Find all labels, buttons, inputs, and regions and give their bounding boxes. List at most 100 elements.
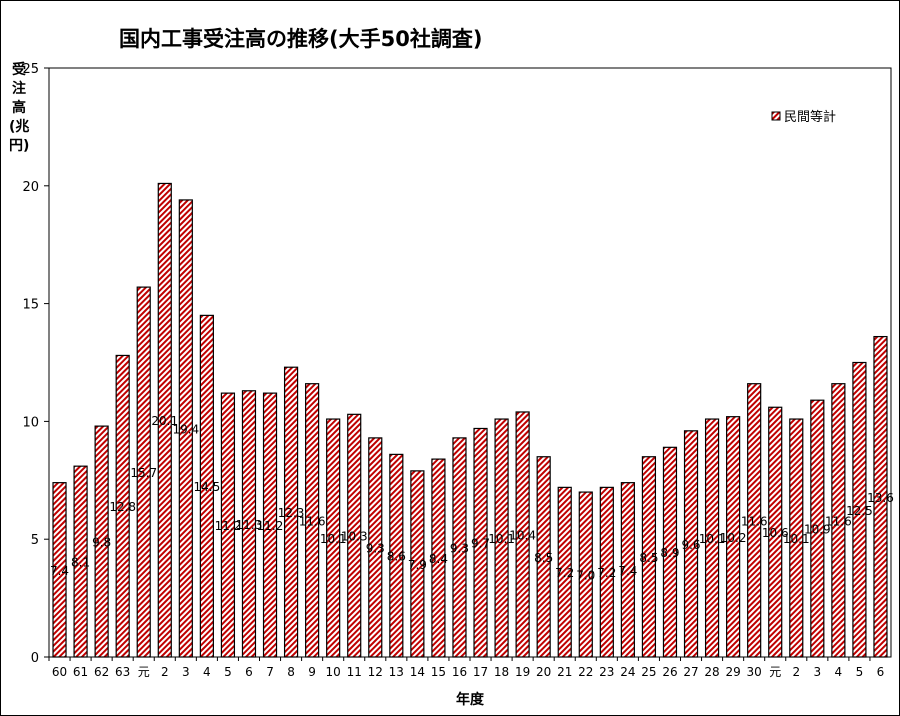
bar	[726, 416, 741, 658]
bar	[873, 335, 888, 658]
x-tick-label: 26	[662, 665, 677, 679]
x-tick-label: 27	[683, 665, 698, 679]
y-tick-label: 20	[22, 180, 39, 195]
y-axis-label: 受注高(兆円)	[9, 62, 30, 154]
y-tick-label: 10	[22, 415, 39, 430]
chart-title: 国内工事受注高の推移(大手50社調査)	[119, 27, 483, 51]
x-tick-label: 3	[814, 665, 822, 679]
data-label: 8.5	[639, 551, 658, 565]
x-tick-label: 22	[578, 665, 593, 679]
data-label: 9.7	[471, 537, 490, 551]
legend-label: 民間等計	[784, 109, 836, 125]
data-label: 8.5	[534, 551, 553, 565]
data-label: 7.4	[50, 564, 69, 578]
bar	[536, 456, 551, 658]
x-tick-label: 21	[557, 665, 572, 679]
x-tick-label: 15	[431, 665, 446, 679]
data-label: 11.3	[236, 518, 263, 532]
x-tick-label: 29	[725, 665, 740, 679]
data-label: 8.6	[387, 550, 406, 564]
bar	[326, 418, 341, 658]
bar	[220, 392, 236, 658]
x-tick-label: 19	[515, 665, 530, 679]
data-label: 11.6	[741, 514, 768, 528]
x-tick-label: 61	[73, 665, 88, 679]
data-label: 15.7	[130, 466, 157, 480]
data-label: 12.5	[846, 504, 873, 518]
bar	[810, 399, 825, 658]
bar	[831, 383, 846, 658]
data-label: 13.6	[867, 491, 894, 505]
data-label: 14.5	[194, 480, 221, 494]
bar	[115, 354, 130, 658]
x-tick-label: 60	[52, 665, 67, 679]
bar	[641, 456, 657, 658]
bar	[347, 413, 362, 658]
bar	[136, 286, 151, 658]
data-label: 10.3	[341, 530, 368, 544]
x-tick-label: 2	[792, 665, 800, 679]
bar	[789, 418, 804, 658]
x-tick-label: 28	[704, 665, 719, 679]
data-label: 7.4	[618, 564, 637, 578]
bar	[557, 486, 572, 658]
bar	[747, 383, 762, 658]
bar	[768, 406, 783, 658]
y-tick-label: 0	[31, 651, 39, 666]
x-tick-label: 9	[308, 665, 316, 679]
data-label: 10.2	[720, 531, 747, 545]
bar	[389, 453, 404, 658]
x-tick-label: 13	[389, 665, 404, 679]
x-tick-label: 3	[182, 665, 190, 679]
data-label: 7.0	[576, 569, 595, 583]
x-tick-label: 11	[347, 665, 362, 679]
bar	[410, 470, 425, 658]
y-tick-label: 5	[31, 533, 39, 548]
bar	[178, 199, 193, 658]
data-label: 7.2	[555, 566, 574, 580]
x-tick-label: 5	[224, 665, 232, 679]
x-tick-label: 元	[138, 665, 150, 679]
bar	[452, 437, 467, 658]
data-label: 8.9	[660, 546, 679, 560]
x-tick-label: 10	[326, 665, 341, 679]
data-label: 9.6	[681, 538, 700, 552]
plot-area	[48, 67, 892, 658]
data-label: 10.9	[804, 523, 831, 537]
bar	[283, 366, 299, 658]
x-axis-label: 年度	[456, 692, 484, 708]
x-tick-label: 20	[536, 665, 551, 679]
data-label: 10.1	[783, 532, 810, 546]
x-tick-label: 62	[94, 665, 109, 679]
x-tick-label: 8	[287, 665, 295, 679]
bar	[157, 182, 172, 658]
bar	[94, 425, 109, 658]
bar	[599, 486, 614, 658]
data-label: 9.8	[92, 536, 111, 550]
data-label: 11.2	[257, 519, 284, 533]
bar	[515, 411, 530, 658]
x-tick-label: 25	[641, 665, 656, 679]
bar	[241, 390, 257, 658]
data-label: 12.3	[278, 506, 305, 520]
x-tick-label: 24	[620, 665, 635, 679]
data-label: 10.1	[488, 532, 515, 546]
data-label: 10.4	[509, 528, 536, 542]
x-tick-label: 元	[769, 665, 781, 679]
x-tick-label: 5	[856, 665, 864, 679]
x-tick-label: 23	[599, 665, 614, 679]
y-tick-label: 15	[22, 298, 39, 313]
bar	[73, 465, 88, 658]
data-label: 10.6	[762, 526, 789, 540]
data-label: 11.6	[825, 514, 852, 528]
data-label: 11.6	[299, 514, 326, 528]
x-tick-label: 4	[835, 665, 843, 679]
data-label: 8.1	[71, 556, 90, 570]
bar	[199, 314, 214, 658]
bar	[262, 392, 278, 658]
bar	[620, 482, 635, 658]
data-label: 20.1	[151, 414, 178, 428]
data-label: 11.2	[215, 519, 242, 533]
x-tick-label: 6	[877, 665, 885, 679]
